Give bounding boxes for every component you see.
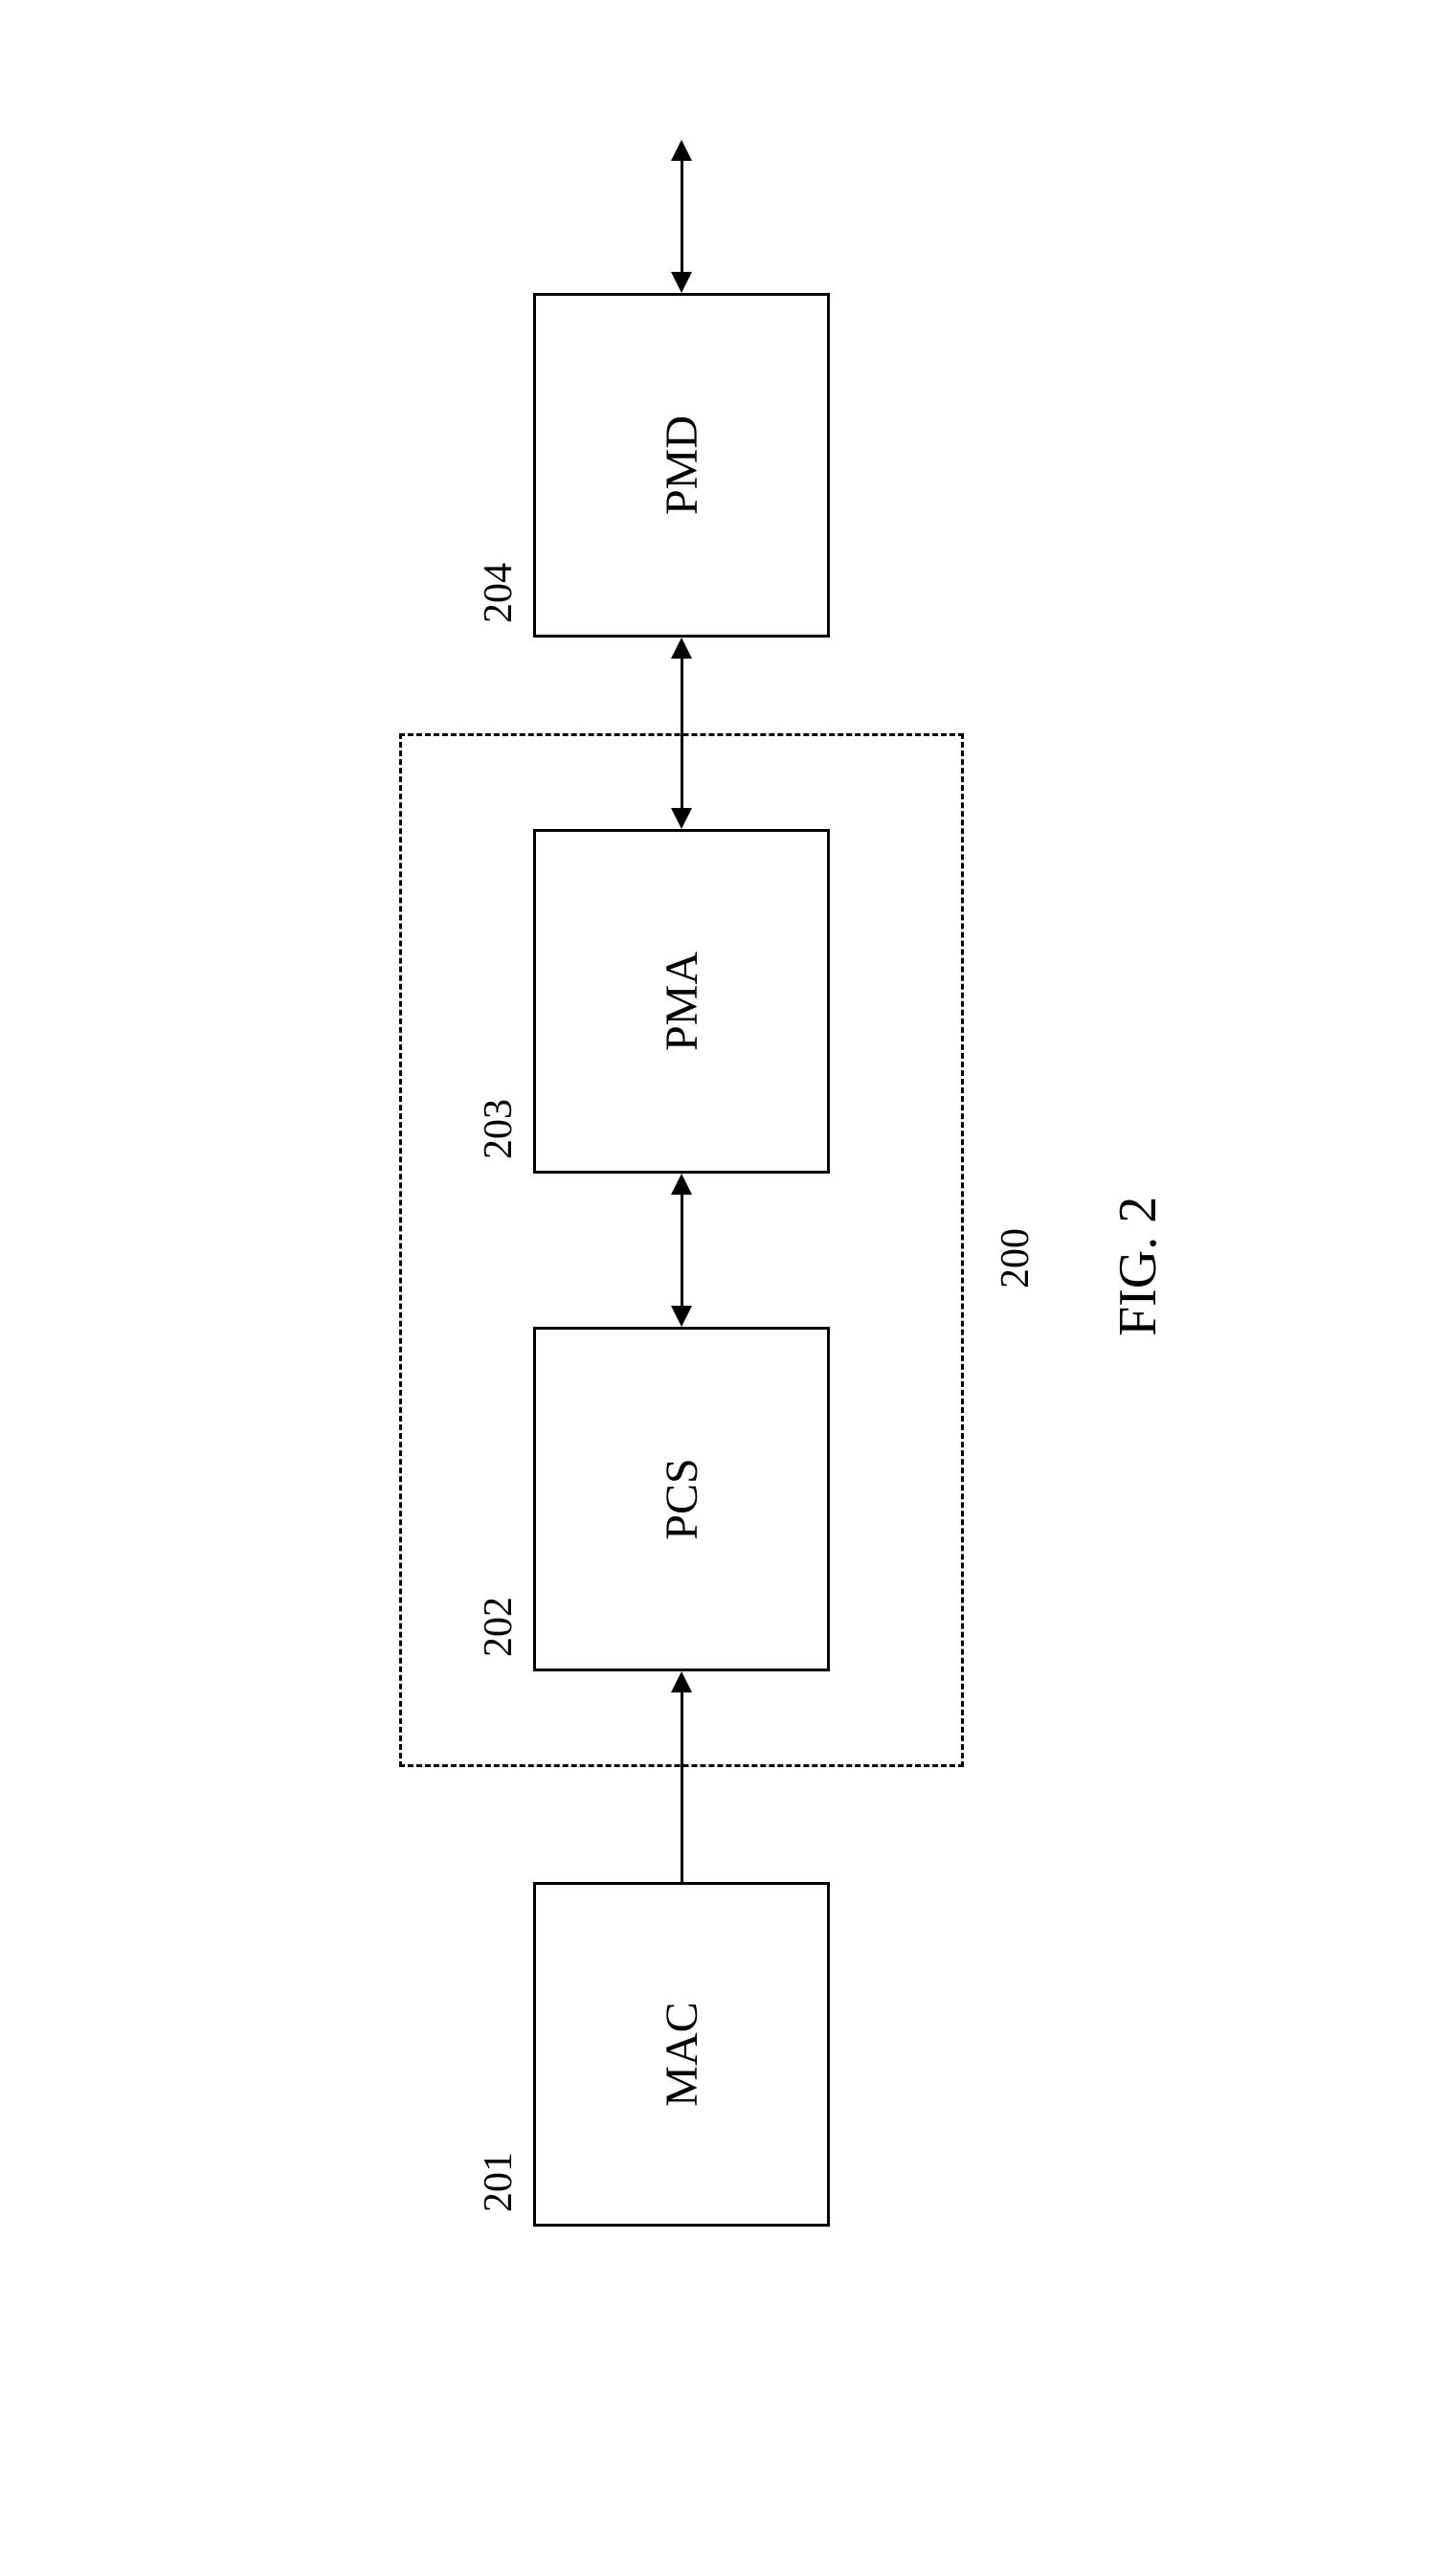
connector-pma-pmd-head-left	[671, 808, 692, 829]
connector-pmd-ext-head-right	[671, 140, 692, 161]
connector-pma-pmd-head-right	[671, 638, 692, 659]
connector-pma-pmd-line	[681, 653, 683, 812]
diagram-container: 200 MAC 201 PCS 202 PMA 203 PMD 204	[189, 235, 1241, 2341]
connector-pcs-pma-line	[681, 1189, 683, 1310]
block-pmd: PMD	[533, 293, 830, 638]
block-pmd-ref: 204	[476, 563, 522, 623]
figure-caption: FIG. 2	[1107, 1196, 1169, 1335]
dashed-group-label: 200	[993, 1228, 1039, 1288]
block-mac-ref: 201	[476, 2152, 522, 2212]
block-pcs-ref: 202	[476, 1597, 522, 1657]
block-pcs-text: PCS	[656, 1458, 708, 1539]
block-pma-text: PMA	[656, 951, 708, 1050]
connector-mac-pcs-line	[681, 1691, 683, 1882]
block-pmd-text: PMD	[656, 414, 708, 514]
connector-pmd-ext-head-left	[671, 272, 692, 293]
diagram-inner: 200 MAC 201 PCS 202 PMA 203 PMD 204	[189, 235, 1241, 2341]
block-pma-ref: 203	[476, 1099, 522, 1159]
connector-pcs-pma-head-left	[671, 1306, 692, 1327]
block-pma: PMA	[533, 829, 830, 1174]
connector-pcs-pma-head-right	[671, 1174, 692, 1195]
block-pcs: PCS	[533, 1327, 830, 1671]
block-mac: MAC	[533, 1882, 830, 2227]
block-mac-text: MAC	[656, 2002, 708, 2106]
connector-mac-pcs-head	[671, 1671, 692, 1692]
connector-pmd-ext-line	[681, 155, 683, 276]
